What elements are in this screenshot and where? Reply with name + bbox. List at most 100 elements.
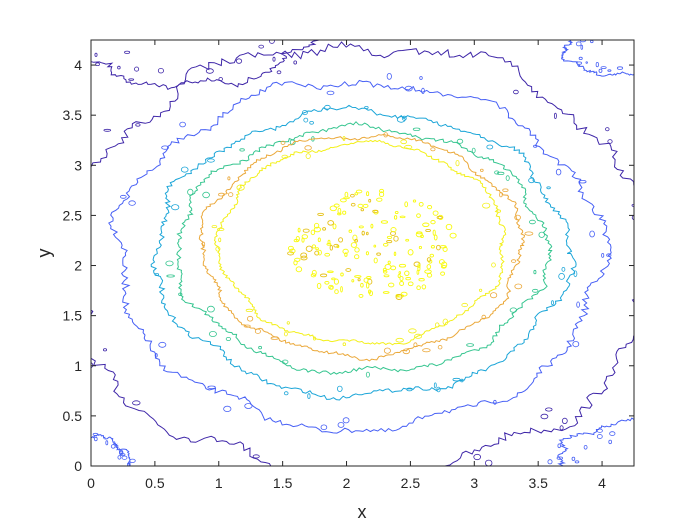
contour-island-level-5 <box>413 342 418 348</box>
x-axis-label: x <box>358 502 367 522</box>
contour-island-level-2 <box>320 424 328 431</box>
contour-island-level-2 <box>326 90 335 96</box>
corner-contour-speck <box>131 470 133 473</box>
contour-island-level-3 <box>436 386 441 393</box>
peak-speck <box>327 270 334 274</box>
corner-contour-speck <box>110 24 113 29</box>
peak-speck <box>395 294 403 300</box>
peak-speck <box>324 280 330 285</box>
peak-speck <box>430 244 435 249</box>
corner-contour-speck <box>129 458 136 463</box>
peak-speck <box>407 249 414 256</box>
peak-speck <box>368 198 372 203</box>
corner-contour-speck <box>608 439 612 445</box>
corner-contour-speck <box>75 21 78 23</box>
corner-contour-speck <box>293 60 298 65</box>
corner-contour-0 <box>91 40 320 90</box>
peak-speck <box>329 205 337 212</box>
corner-contour-speck <box>642 27 648 30</box>
contour-island-level-6 <box>312 336 316 341</box>
contour-island-level-3 <box>171 204 180 211</box>
contour-island-level-6 <box>408 328 417 334</box>
peak-speck <box>360 282 364 288</box>
corner-contour-speck <box>109 482 114 485</box>
contour-island-level-4 <box>466 343 475 347</box>
corner-contour-speck <box>300 25 302 28</box>
peak-speck <box>295 235 300 242</box>
contour-island-level-4 <box>202 191 210 199</box>
peak-speck <box>322 227 327 231</box>
corner-contour-speck <box>276 9 281 13</box>
contour-island-level-3 <box>303 117 309 123</box>
contour-island-level-1 <box>554 112 557 120</box>
contour-island-level-1 <box>135 123 141 127</box>
peak-speck <box>314 250 320 256</box>
corner-contour-speck <box>55 458 60 461</box>
corner-contour-speck <box>574 460 580 464</box>
corner-contour-speck <box>103 495 105 498</box>
corner-contour-speck <box>596 428 603 433</box>
peak-speck <box>329 286 334 290</box>
corner-contour-1 <box>560 40 634 77</box>
contour-island-level-4 <box>412 127 421 131</box>
corner-contour-speck <box>664 64 668 67</box>
peak-speck <box>398 271 402 275</box>
peak-speck <box>416 231 423 235</box>
peak-speck <box>337 207 342 215</box>
contour-island-level-4 <box>258 345 263 350</box>
contour-island-level-6 <box>414 333 423 339</box>
corner-contour-speck <box>50 473 53 477</box>
peak-speck <box>317 212 324 216</box>
corner-contour-speck <box>578 56 583 61</box>
contour-island-level-3 <box>528 177 535 184</box>
contour-island-level-3 <box>324 104 331 110</box>
corner-contour-speck <box>588 476 591 478</box>
contour-island-level-4 <box>532 288 539 293</box>
peak-speck <box>358 293 364 298</box>
corner-contour-speck <box>628 27 632 31</box>
corner-contour-speck <box>94 52 98 57</box>
corner-contour-speck <box>669 499 671 502</box>
peak-speck <box>350 193 355 198</box>
corner-contour-speck <box>56 461 58 463</box>
contour-island-level-2 <box>386 73 392 80</box>
contour-island-level-1 <box>545 407 553 412</box>
contour-island-level-6 <box>395 337 404 343</box>
peak-speck <box>388 282 395 288</box>
contour-island-level-6 <box>478 288 483 292</box>
peak-speck <box>358 225 364 229</box>
peak-speck <box>361 230 365 236</box>
peak-speck <box>311 269 317 276</box>
corner-contour-speck <box>626 30 628 33</box>
contour-island-level-5 <box>304 145 312 151</box>
peak-speck <box>436 244 441 251</box>
peak-speck <box>427 204 433 210</box>
peak-speck <box>301 234 308 240</box>
corner-contour-speck <box>647 425 649 429</box>
y-tick-label: 4 <box>74 57 82 73</box>
x-tick-label: 1 <box>215 475 223 491</box>
contour-island-level-6 <box>286 321 290 325</box>
corner-contour-speck <box>616 66 624 70</box>
corner-contour-speck <box>269 40 275 44</box>
contour-island-level-3 <box>301 110 308 116</box>
contour-island-level-3 <box>460 378 464 383</box>
corner-contour-speck <box>68 479 73 481</box>
contour-island-level-2 <box>606 253 612 258</box>
peak-speck <box>327 239 331 245</box>
peak-speck <box>293 260 298 266</box>
contour-island-level-2 <box>404 85 413 92</box>
x-tick-label: 2 <box>343 475 351 491</box>
contour-island-level-2 <box>207 385 216 389</box>
contour-island-level-2 <box>128 200 136 206</box>
contour-island-level-6 <box>496 209 501 213</box>
corner-contour-speck <box>108 489 112 492</box>
x-tick-label: 3.5 <box>528 475 548 491</box>
peak-speck <box>417 263 421 268</box>
peak-speck <box>398 263 407 268</box>
contour-island-level-5 <box>479 168 484 172</box>
peak-speck <box>297 227 301 233</box>
corner-contour-speck <box>663 428 666 432</box>
corner-contour-speck <box>681 444 683 448</box>
